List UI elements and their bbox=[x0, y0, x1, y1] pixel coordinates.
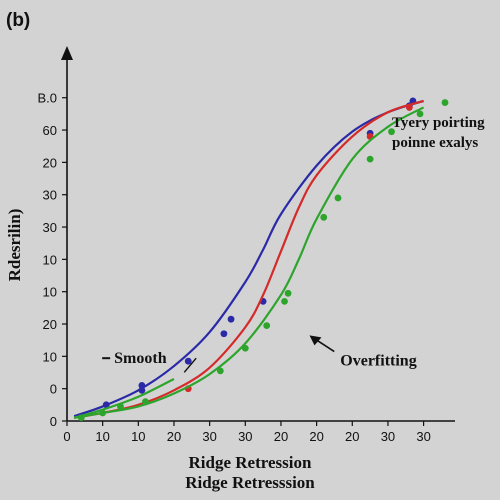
x-tick-label: 30 bbox=[238, 429, 252, 444]
smooth-leader-line bbox=[183, 357, 197, 373]
y-tick-label: 20 bbox=[43, 317, 57, 332]
series-blue-0-point bbox=[227, 315, 235, 323]
overfitting-annotation: Overfitting bbox=[340, 353, 416, 370]
overfitting-arrowhead bbox=[309, 335, 322, 346]
series-green-3-line bbox=[73, 377, 175, 419]
x-tick-label: 10 bbox=[131, 429, 145, 444]
x-tick-label: 0 bbox=[63, 429, 70, 444]
y-tick-label: 0 bbox=[50, 414, 57, 429]
y-tick-label: 10 bbox=[43, 285, 57, 300]
series-green-2-point bbox=[334, 194, 342, 202]
series-green-2-point bbox=[142, 398, 149, 406]
series-green-2-point bbox=[441, 99, 449, 106]
series-green-2-line bbox=[73, 106, 425, 419]
series-green-2-point bbox=[216, 367, 224, 375]
series-blue-0-point bbox=[184, 357, 192, 365]
x-tick-label: 30 bbox=[381, 429, 395, 444]
series-green-2-point bbox=[241, 344, 249, 352]
y-tick-label: 10 bbox=[43, 349, 57, 364]
annotation-line-2: poinne exalys bbox=[392, 135, 478, 151]
series-blue-0-line bbox=[73, 99, 424, 418]
y-tick-label: 60 bbox=[43, 123, 57, 138]
series-blue-0-point bbox=[102, 401, 110, 409]
x-tick-label: 10 bbox=[95, 429, 109, 444]
y-tick-label: 30 bbox=[43, 220, 57, 235]
x-tick-label: 20 bbox=[309, 429, 323, 444]
smooth-annotation: Smooth bbox=[114, 350, 167, 367]
series-green-2-point bbox=[284, 289, 292, 297]
x-tick-label: 30 bbox=[202, 429, 216, 444]
series-green-2-point bbox=[416, 110, 424, 118]
x-axis-label: Ridge Retression bbox=[189, 453, 312, 472]
y-tick-label: 30 bbox=[43, 188, 57, 203]
series-green-2-point bbox=[263, 322, 271, 330]
series-green-2-point bbox=[366, 155, 374, 163]
x-tick-label: 20 bbox=[274, 429, 288, 444]
series-red-1-line bbox=[73, 99, 424, 419]
plot-area: 0 10 10 20 30 30 20 20 20 30 30001020101030302060B… bbox=[37, 46, 485, 444]
series-red-1-point bbox=[405, 104, 413, 111]
x-tick-label: 30 bbox=[416, 429, 430, 444]
series-blue-0-point bbox=[138, 382, 146, 389]
panel-label: (b) bbox=[6, 10, 30, 31]
series-green-2-point bbox=[281, 297, 288, 305]
y-tick-label: 10 bbox=[43, 252, 57, 267]
y-axis-label: Rdesrilin) bbox=[5, 209, 24, 282]
series-blue-0-point bbox=[138, 386, 146, 394]
y-tick-label: B.0 bbox=[37, 91, 57, 106]
x-axis-label-secondary: Ridge Retresssion bbox=[185, 473, 315, 492]
y-axis-arrow bbox=[61, 46, 73, 60]
x-tick-label: 20 bbox=[345, 429, 359, 444]
series-green-2-point bbox=[388, 128, 395, 136]
series-green-2-point bbox=[320, 213, 328, 221]
overfitting-arrow-line bbox=[315, 338, 335, 353]
annotation-line-1: Tyery poirting bbox=[392, 115, 485, 131]
y-tick-label: 0 bbox=[50, 382, 57, 397]
x-tick-label: 20 bbox=[167, 429, 181, 444]
series-blue-0-point bbox=[220, 330, 228, 338]
y-tick-label: 20 bbox=[43, 155, 57, 170]
